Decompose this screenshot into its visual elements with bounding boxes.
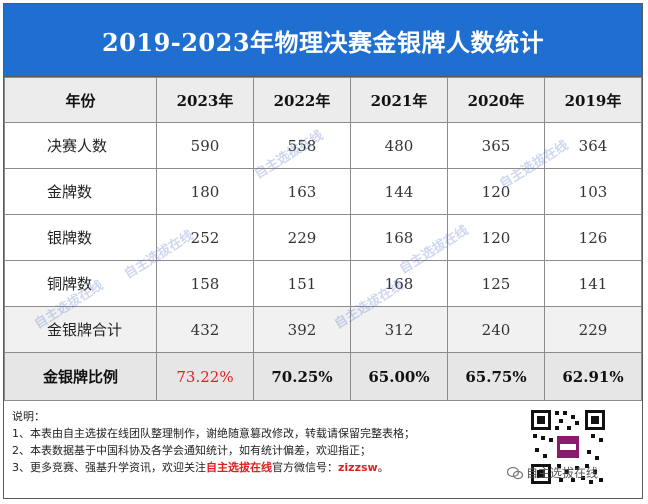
table-cell: 168 <box>350 214 448 261</box>
table-cell: 364 <box>544 122 642 169</box>
row-label: 银牌数 <box>4 214 157 261</box>
table-cell: 120 <box>447 214 545 261</box>
ratio-cell: 70.25% <box>253 352 351 401</box>
note-line: 2、本表数据基于中国科协及各学会通知统计，如有统计偏差，欢迎指正； <box>12 444 371 457</box>
note-line: 1、本表由自主选拔在线团队整理制作，谢绝随意篡改修改，转载请保留完整表格； <box>12 427 415 440</box>
header-row: 年份 2023年 2022年 2021年 2020年 2019年 <box>4 77 642 123</box>
row-label: 金牌数 <box>4 168 157 215</box>
qr-code-image <box>529 408 607 486</box>
note-text: 。 <box>377 461 389 474</box>
stats-table: 年份 2023年 2022年 2021年 2020年 2019年 决赛人数 59… <box>4 77 642 401</box>
table-cell: 312 <box>350 306 448 353</box>
row-label: 铜牌数 <box>4 260 157 307</box>
sheet-title: 2019-2023年物理决赛金银牌人数统计 <box>101 27 545 57</box>
row-label: 金银牌比例 <box>4 352 157 401</box>
wechat-account-tag: 自主选拔在线 <box>507 464 598 481</box>
ratio-cell: 62.91% <box>544 352 642 401</box>
row-label: 金银牌合计 <box>4 306 157 353</box>
table-row: 金银牌合计 432 392 312 240 229 <box>4 306 642 353</box>
table-cell: 180 <box>156 168 254 215</box>
header-cell: 2021年 <box>350 77 448 123</box>
table-cell: 229 <box>253 214 351 261</box>
ratio-row: 金银牌比例 73.22% 70.25% 65.00% 65.75% 62.91% <box>4 352 642 401</box>
table-row: 金牌数 180 163 144 120 103 <box>4 168 642 215</box>
table-cell: 240 <box>447 306 545 353</box>
table-cell: 103 <box>544 168 642 215</box>
note-text: 官方微信号： <box>272 461 338 474</box>
stats-sheet: 2019-2023年物理决赛金银牌人数统计 年份 2023年 2022年 202… <box>3 3 643 499</box>
table-cell: 168 <box>350 260 448 307</box>
table-cell: 558 <box>253 122 351 169</box>
table-cell: 144 <box>350 168 448 215</box>
table-row: 银牌数 252 229 168 120 126 <box>4 214 642 261</box>
ratio-cell: 65.75% <box>447 352 545 401</box>
table-cell: 125 <box>447 260 545 307</box>
table-row: 决赛人数 590 558 480 365 364 <box>4 122 642 169</box>
notes-heading: 说明： <box>12 410 45 423</box>
notes: 说明： 1、本表由自主选拔在线团队整理制作，谢绝随意篡改修改，转载请保留完整表格… <box>12 408 512 476</box>
wechat-id-highlight: zizzsw <box>338 461 378 474</box>
table-cell: 158 <box>156 260 254 307</box>
table-cell: 392 <box>253 306 351 353</box>
table-cell: 480 <box>350 122 448 169</box>
table-cell: 163 <box>253 168 351 215</box>
header-cell: 年份 <box>4 77 157 123</box>
table-cell: 120 <box>447 168 545 215</box>
brand-highlight: 自主选拔在线 <box>206 461 272 474</box>
ratio-cell-highlight: 73.22% <box>156 352 254 401</box>
note-line: 3、更多竞赛、强基升学资讯，欢迎关注自主选拔在线官方微信号：zizzsw。 <box>12 459 512 476</box>
title-bar: 2019-2023年物理决赛金银牌人数统计 <box>4 4 642 77</box>
note-text: 3、更多竞赛、强基升学资讯，欢迎关注 <box>12 461 206 474</box>
table-cell: 365 <box>447 122 545 169</box>
table-cell: 252 <box>156 214 254 261</box>
table-cell: 590 <box>156 122 254 169</box>
table-cell: 126 <box>544 214 642 261</box>
row-label: 决赛人数 <box>4 122 157 169</box>
header-cell: 2022年 <box>253 77 351 123</box>
header-cell: 2019年 <box>544 77 642 123</box>
table-cell: 151 <box>253 260 351 307</box>
account-name: 自主选拔在线 <box>526 466 599 480</box>
ratio-cell: 65.00% <box>350 352 448 401</box>
header-cell: 2020年 <box>447 77 545 123</box>
qr-code-graphic <box>529 408 607 486</box>
table-row: 铜牌数 158 151 168 125 141 <box>4 260 642 307</box>
table-cell: 432 <box>156 306 254 353</box>
header-cell: 2023年 <box>156 77 254 123</box>
wechat-icon <box>507 466 523 479</box>
table-cell: 229 <box>544 306 642 353</box>
table-cell: 141 <box>544 260 642 307</box>
